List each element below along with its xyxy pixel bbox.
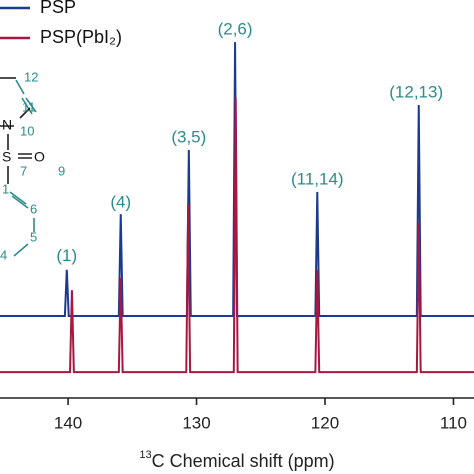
legend-label: PSP [40,0,76,17]
peak-label: (2,6) [218,19,253,38]
bond [0,107,32,184]
atom-label: 5 [30,229,37,244]
x-axis-title-text: C Chemical shift (ppm) [152,451,335,471]
atom-label: 4 [0,247,7,262]
atom-label: 6 [30,201,37,216]
peak-label: (3,5) [171,128,206,147]
atom-label: 11 [22,99,36,114]
atom-label: O [34,149,45,165]
peak-label: (12,13) [389,83,443,102]
x-axis-title-sup: 13 [139,449,151,461]
atom-label: 1 [2,181,9,196]
structure: 12 11 N 10 S O 7 9 1 6 5 4 [0,69,65,262]
atom-label: S [2,149,11,165]
atom-label: 12 [24,69,38,84]
spectrum-line [0,42,474,318]
legend-label: PSP(PbI₂) [40,27,122,47]
x-tick-label: 130 [182,413,210,432]
x-tick-label: 140 [54,413,82,432]
spectrum-line [0,97,474,374]
peak-label: (4) [110,192,131,211]
bond [9,191,35,257]
atom-label: 7 [20,163,27,178]
bond [15,79,37,115]
x-tick-label: 120 [311,413,339,432]
x-axis-title: 13C Chemical shift (ppm) [139,449,334,471]
atom-label: 10 [20,123,34,138]
peak-label: (1) [56,246,77,265]
atom-label: 9 [58,163,65,178]
atom-label: N [2,117,12,133]
peak-label: (11,14) [291,169,344,188]
x-tick-label: 110 [440,413,467,432]
